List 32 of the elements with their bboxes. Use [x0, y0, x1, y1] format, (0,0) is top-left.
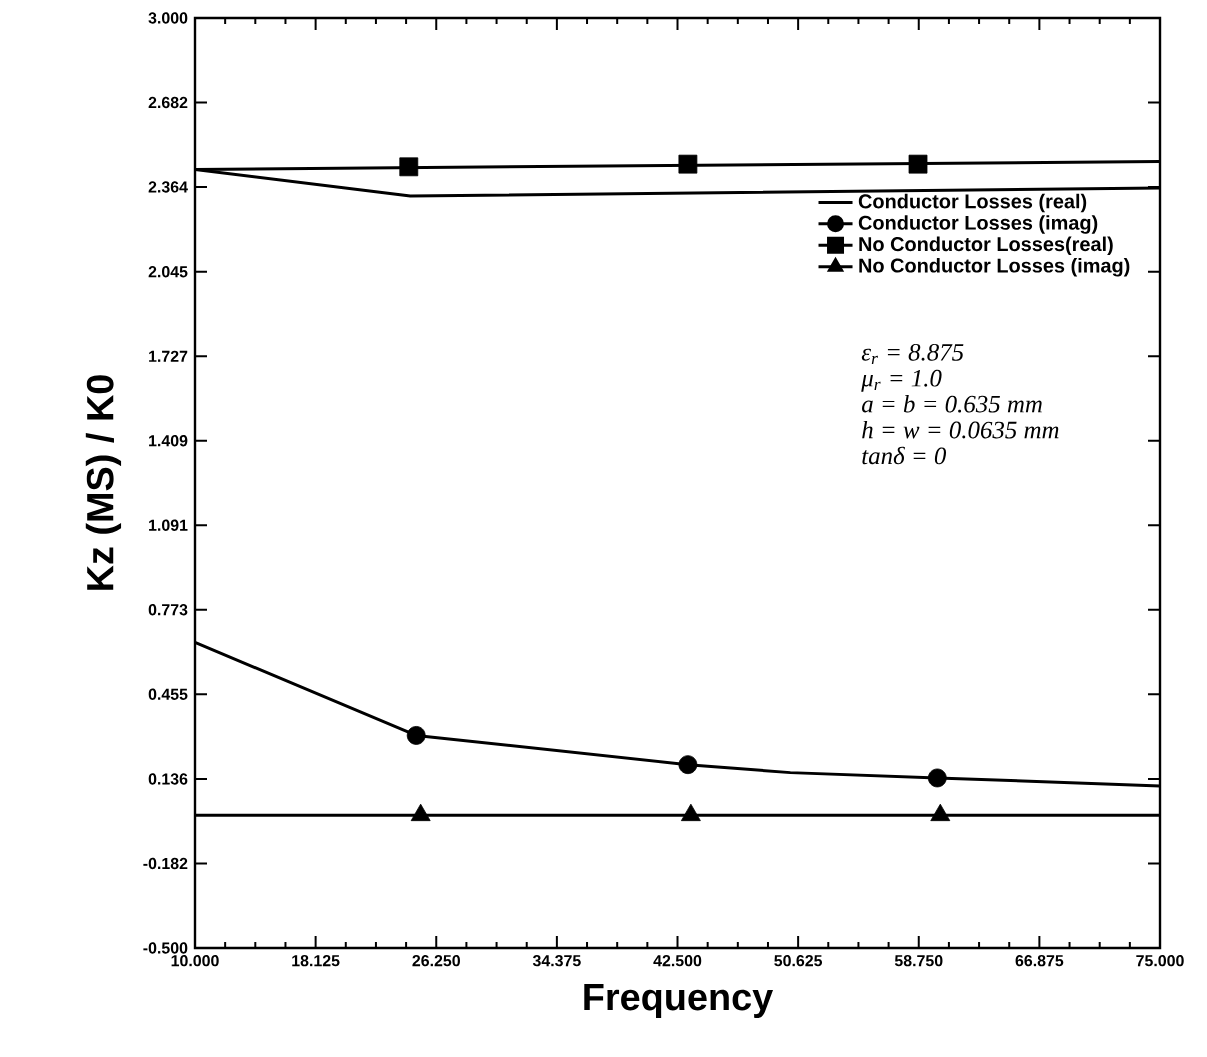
annotation: μ$_{r}$ = 1.0: [861, 369, 942, 392]
y-tick-label: 0.136: [148, 773, 188, 785]
y-tick-label: 2.045: [148, 266, 188, 278]
legend-label: Conductor Losses (imag): [858, 215, 1098, 234]
legend-label: Conductor Losses (real): [858, 193, 1087, 213]
y-tick-label: 1.409: [149, 435, 188, 447]
y-tick-label: 3.000: [148, 12, 188, 24]
annotation: ε$_{r}$ = 8.875: [861, 343, 964, 365]
y-tick-label: -0.182: [143, 857, 188, 870]
x-tick-label: 58.750: [894, 955, 943, 967]
annotation: h = w = 0.0635 mm: [862, 420, 1059, 439]
y-tick-label: 0.773: [148, 604, 188, 616]
y-axis-title: Kz (MS) / K0: [85, 375, 122, 590]
x-tick-label: 66.875: [1015, 955, 1064, 967]
x-tick-label: 18.125: [292, 955, 340, 967]
x-tick-label: 50.625: [774, 955, 823, 967]
y-tick-label: 0.455: [148, 688, 188, 700]
y-tick-label: 1.091: [149, 519, 188, 531]
x-tick-label: 10.000: [171, 955, 219, 967]
x-tick-label: 26.250: [412, 955, 460, 967]
annotation: tanδ = 0: [862, 446, 947, 465]
x-axis-title: Frequency: [584, 984, 774, 1018]
legend-label: No Conductor Losses(real): [859, 236, 1113, 256]
y-tick-label: 2.682: [148, 96, 188, 109]
legend-label: No Conductor Losses (imag): [859, 257, 1130, 277]
y-tick-label: 1.727: [149, 350, 188, 362]
y-tick-label: -0.500: [143, 942, 188, 954]
x-tick-label: 42.500: [653, 955, 702, 967]
x-tick-label: 75.000: [1136, 955, 1184, 967]
annotation: a = b = 0.635 mm: [862, 394, 1042, 413]
x-tick-label: 34.375: [532, 955, 581, 967]
y-tick-label: 2.364: [148, 181, 188, 193]
